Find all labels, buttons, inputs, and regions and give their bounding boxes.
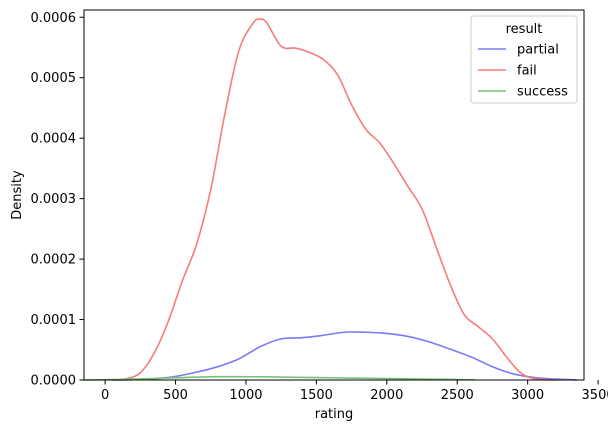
y-axis-label: Density: [10, 170, 25, 220]
x-tick-label: 2000: [370, 388, 403, 403]
x-tick-label: 0: [101, 388, 109, 403]
y-tick-label: 0.0003: [31, 192, 77, 207]
x-tick-label: 3000: [511, 388, 544, 403]
y-tick-label: 0.0002: [31, 253, 77, 268]
series-line-fail: [111, 18, 557, 381]
y-tick-label: 0.0005: [31, 71, 77, 86]
legend-label-partial: partial: [517, 43, 559, 58]
legend-title: result: [506, 22, 543, 37]
series-line-partial: [111, 331, 578, 381]
x-axis-label: rating: [315, 407, 354, 422]
x-tick-label: 2500: [441, 388, 474, 403]
y-tick-label: 0.0001: [31, 313, 77, 328]
x-tick-label: 500: [163, 388, 188, 403]
legend: result partial fail success: [470, 15, 578, 104]
legend-label-fail: fail: [517, 64, 537, 79]
y-tick-label: 0.0006: [31, 11, 77, 26]
series-line-success: [83, 375, 475, 381]
x-tick-label: 1500: [300, 388, 333, 403]
series-layer: [83, 18, 578, 381]
y-tick-label: 0.0000: [31, 374, 77, 389]
legend-entries: partial fail success: [478, 43, 568, 100]
x-tick-label: 1000: [229, 388, 262, 403]
legend-box: [470, 15, 578, 104]
axes-frame: [83, 9, 585, 381]
y-tick-label: 0.0004: [31, 132, 77, 147]
legend-label-success: success: [517, 85, 568, 100]
